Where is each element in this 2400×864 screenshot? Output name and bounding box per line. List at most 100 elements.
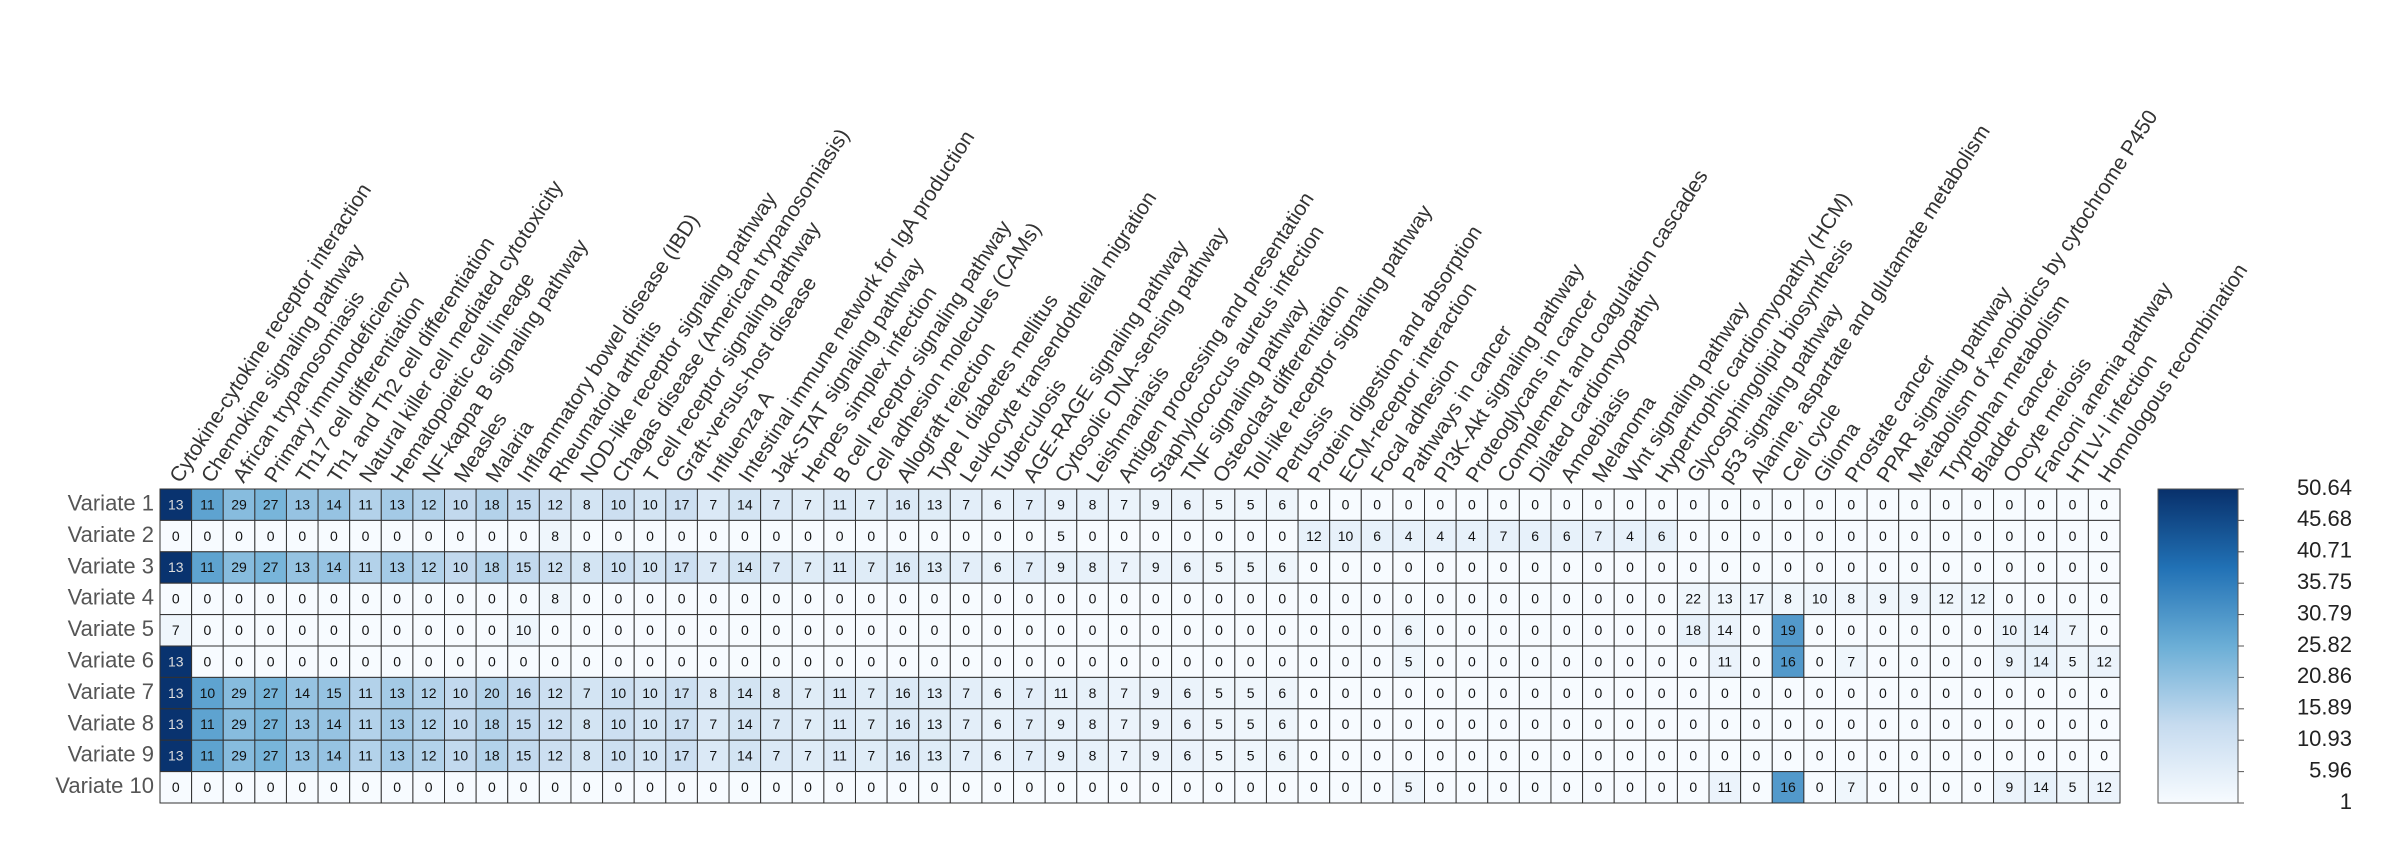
cell <box>444 551 477 584</box>
cell <box>507 645 540 678</box>
cell-label: 0 <box>836 653 844 669</box>
cell <box>444 645 477 678</box>
cell-label: 0 <box>1120 779 1128 795</box>
cell-label: 8 <box>583 716 591 732</box>
cell <box>444 519 477 553</box>
cell-label: 0 <box>1436 685 1444 701</box>
cell <box>2087 739 2121 773</box>
cell-label: 0 <box>1247 528 1255 544</box>
cell <box>475 551 509 584</box>
cell-label: 7 <box>804 685 812 701</box>
cell-label: 17 <box>674 716 690 732</box>
cell <box>1487 614 1520 647</box>
cell-label: 0 <box>1215 591 1223 607</box>
cell-label: 0 <box>2100 528 2108 544</box>
cell-label: 0 <box>1626 748 1634 764</box>
cell-label: 0 <box>1879 528 1887 544</box>
cell-label: 0 <box>551 622 559 638</box>
cell <box>760 488 793 521</box>
cell-label: 0 <box>1911 559 1919 575</box>
cell-label: 5 <box>1247 716 1255 732</box>
cell <box>728 488 762 521</box>
cell-label: 0 <box>1626 685 1634 701</box>
cell <box>222 708 256 741</box>
cell-label: 15 <box>516 748 532 764</box>
cell-label: 0 <box>235 653 243 669</box>
cell <box>1645 676 1678 710</box>
cell-label: 14 <box>326 716 342 732</box>
cell-label: 0 <box>1089 528 1097 544</box>
cell <box>444 739 477 773</box>
cell-label: 12 <box>547 716 563 732</box>
cell-label: 11 <box>200 559 215 575</box>
cell-label: 12 <box>1970 591 1986 607</box>
cell <box>254 551 287 584</box>
cell-label: 0 <box>583 528 591 544</box>
cell-label: 15 <box>326 685 342 701</box>
cell-label: 0 <box>1689 779 1697 795</box>
cell-label: 0 <box>1342 716 1350 732</box>
cell-label: 0 <box>330 622 338 638</box>
cell-label: 29 <box>231 685 247 701</box>
cell-label: 27 <box>263 685 279 701</box>
cell <box>1171 676 1204 710</box>
cell <box>1013 614 1046 647</box>
cell <box>1518 645 1552 678</box>
cell <box>1171 614 1204 647</box>
cell <box>1360 771 1394 804</box>
cell-label: 6 <box>1184 559 1192 575</box>
cell-label: 0 <box>962 622 970 638</box>
cell-label: 9 <box>1152 685 1160 701</box>
cell <box>602 488 635 521</box>
cell-label: 0 <box>1942 716 1950 732</box>
cell <box>159 676 193 710</box>
cell <box>1392 739 1426 773</box>
cell-label: 18 <box>1685 622 1701 638</box>
cell-label: 7 <box>1847 653 1855 669</box>
cell-label: 9 <box>1057 748 1065 764</box>
cell <box>412 519 446 553</box>
cell-label: 6 <box>994 496 1002 512</box>
cell-label: 0 <box>172 591 180 607</box>
cell-label: 0 <box>1373 559 1381 575</box>
cell-label: 0 <box>741 528 749 544</box>
cell-label: 13 <box>168 685 184 701</box>
cell-label: 12 <box>547 748 563 764</box>
cell-label: 0 <box>1626 716 1634 732</box>
cell-label: 0 <box>1373 496 1381 512</box>
cell-label: 0 <box>962 779 970 795</box>
cell <box>1013 771 1046 804</box>
cell <box>633 488 667 521</box>
cell-label: 10 <box>642 748 658 764</box>
cell-label: 0 <box>1342 748 1350 764</box>
cell-label: 0 <box>1531 496 1539 512</box>
cell-label: 0 <box>393 779 401 795</box>
cell-label: 16 <box>1780 653 1796 669</box>
cell-label: 0 <box>1563 716 1571 732</box>
cell <box>760 676 793 710</box>
cell-label: 0 <box>1310 748 1318 764</box>
cell-label: 0 <box>1942 559 1950 575</box>
cell-label: 0 <box>836 779 844 795</box>
cell-label: 0 <box>1215 653 1223 669</box>
cell <box>570 676 604 710</box>
cell-label: 6 <box>1184 496 1192 512</box>
cell-label: 0 <box>1500 559 1508 575</box>
cell <box>981 739 1015 773</box>
cell-label: 0 <box>678 622 686 638</box>
cell-label: 13 <box>927 716 943 732</box>
cell <box>949 676 983 710</box>
cell-label: 0 <box>1531 622 1539 638</box>
cell-label: 0 <box>2100 716 2108 732</box>
cell-label: 11 <box>1718 779 1733 795</box>
cell-label: 15 <box>516 559 532 575</box>
cell-label: 0 <box>1911 685 1919 701</box>
cell-label: 0 <box>709 622 717 638</box>
cell <box>1993 645 2026 678</box>
cell-label: 10 <box>453 685 469 701</box>
cell <box>949 771 983 804</box>
cell-label: 5 <box>1215 685 1223 701</box>
cell-label: 0 <box>1974 779 1982 795</box>
cell-label: 0 <box>235 622 243 638</box>
cell <box>1360 582 1394 616</box>
